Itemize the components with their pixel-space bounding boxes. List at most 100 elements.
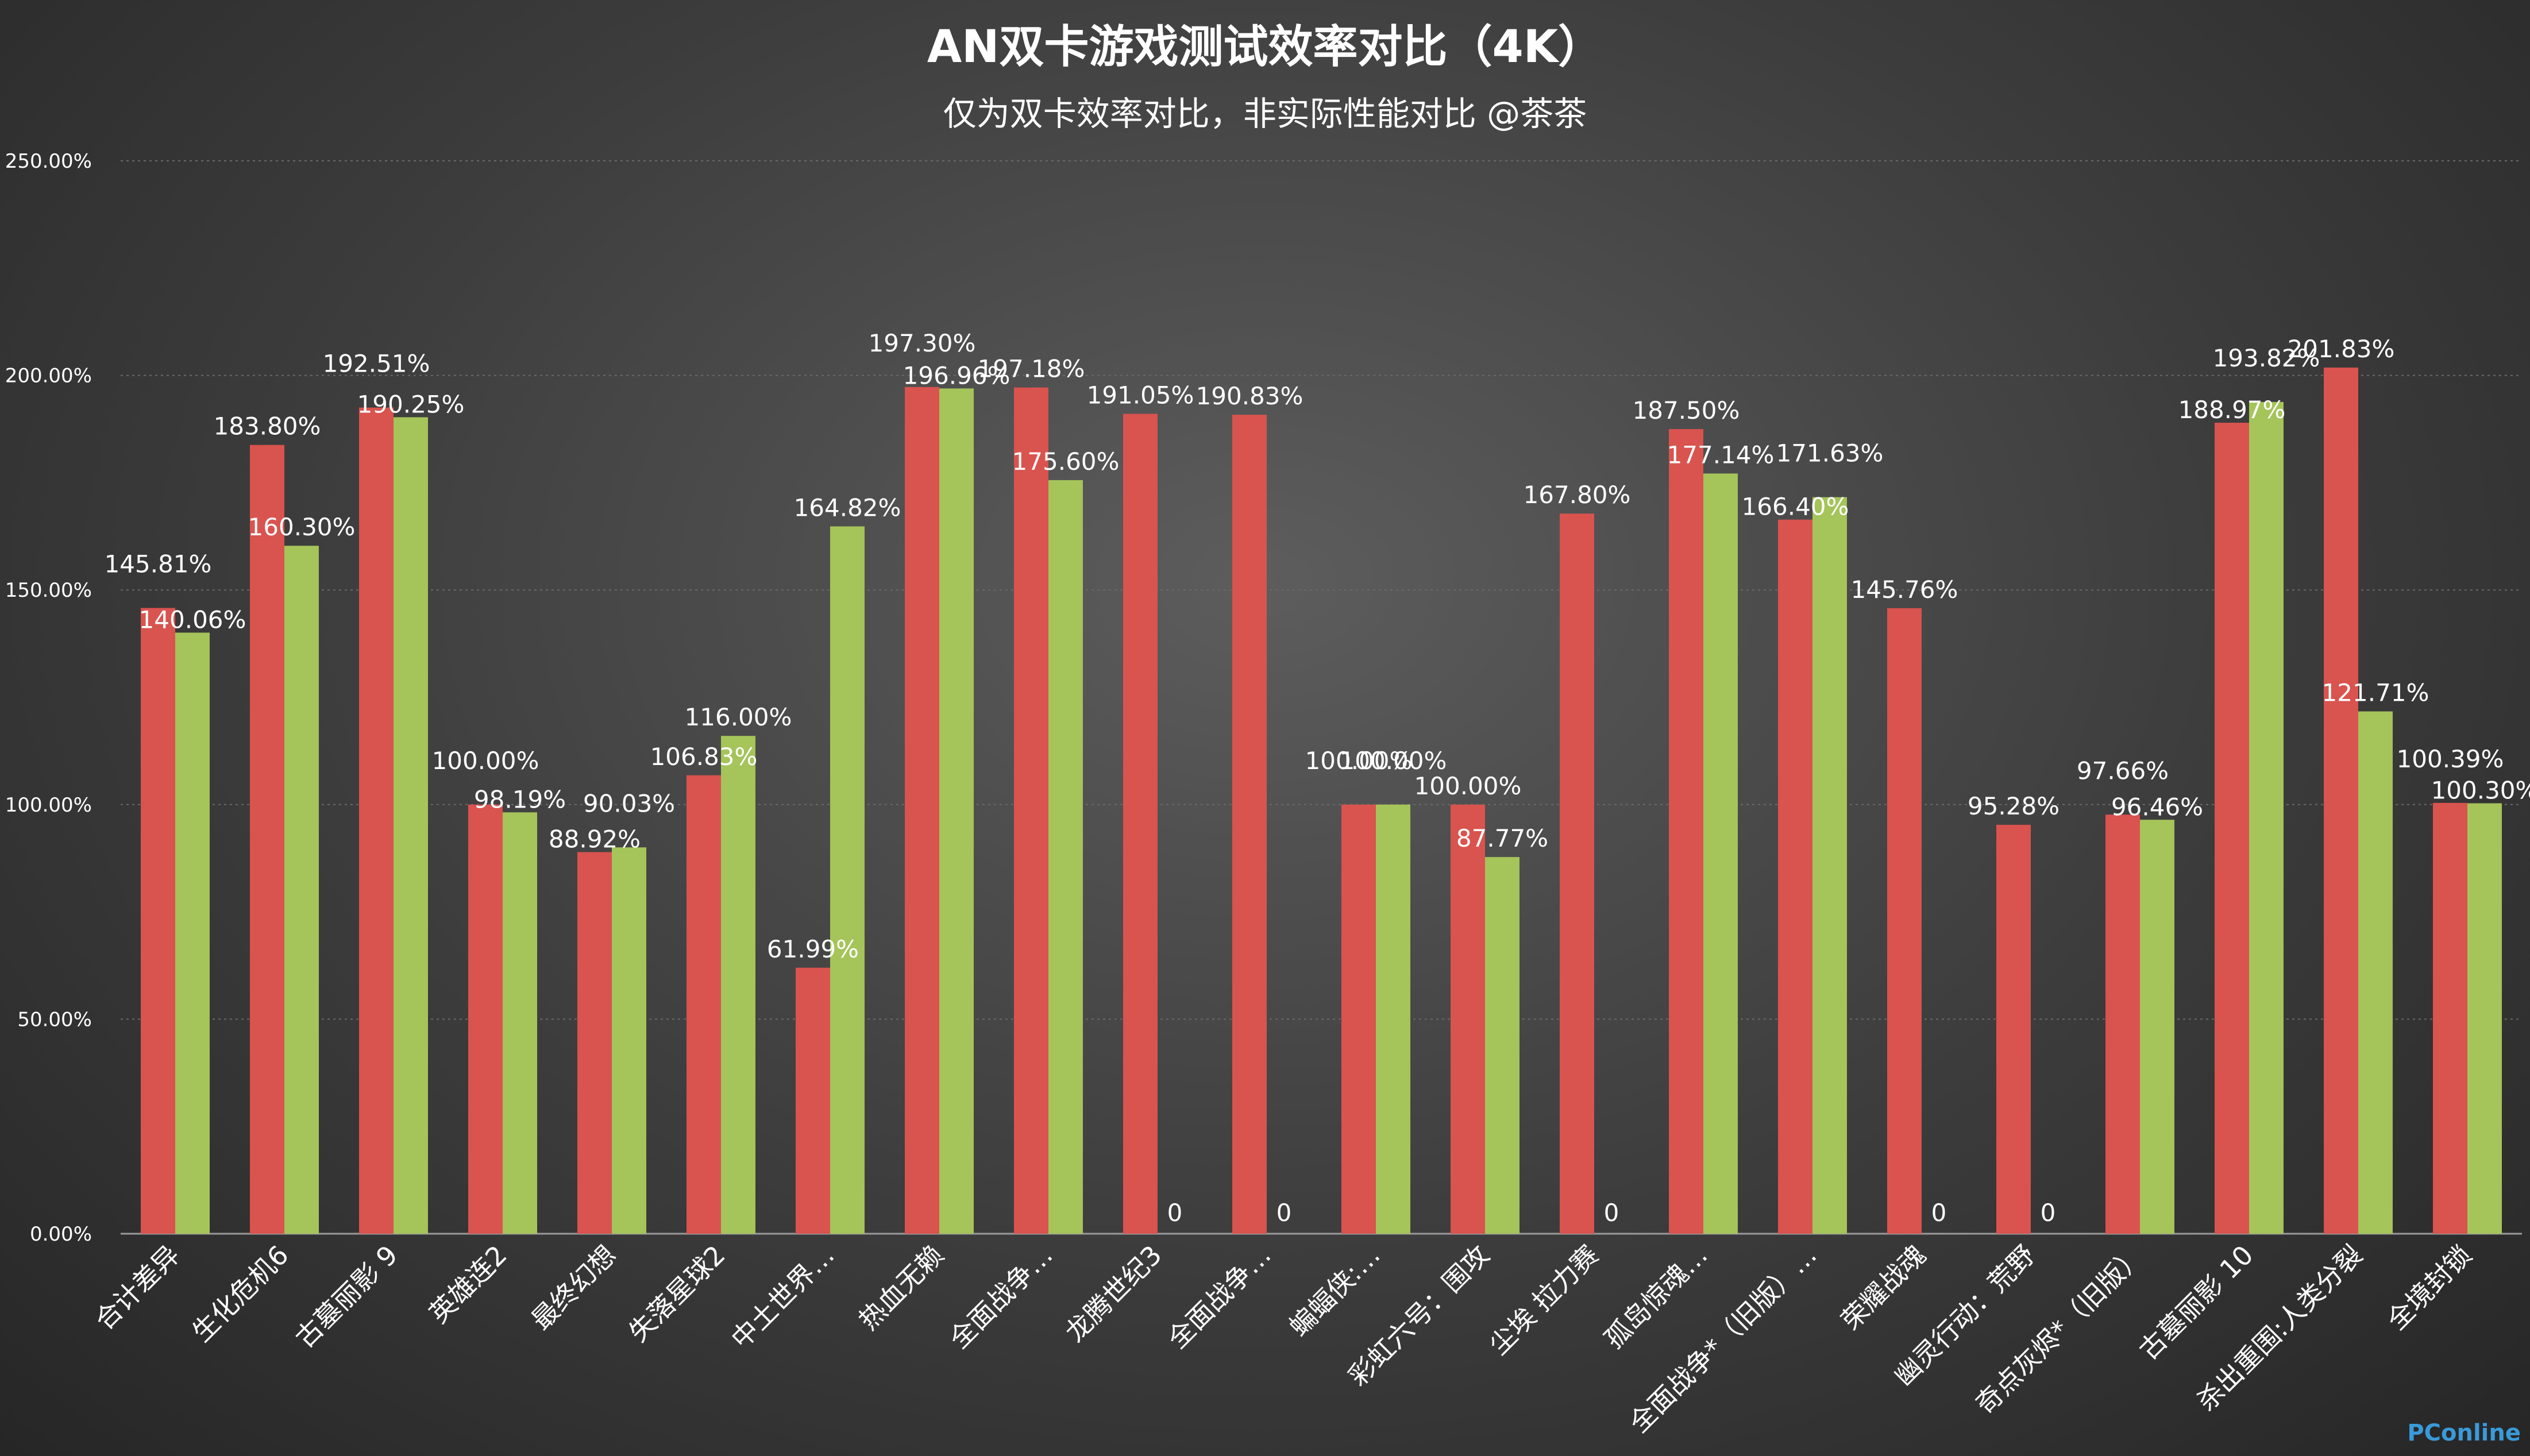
category-label: 生化危机6 <box>186 1239 295 1348</box>
category-label: 龙腾世纪3 <box>1059 1239 1168 1348</box>
bar <box>2467 803 2502 1234</box>
data-label: 0 <box>2041 1199 2056 1227</box>
data-label: 190.83% <box>1196 382 1303 410</box>
data-label: 100.30% <box>2431 777 2530 805</box>
bar <box>359 407 394 1234</box>
category-label: 孤岛惊魂… <box>1598 1239 1714 1355</box>
bar <box>1451 804 1485 1234</box>
chart-title: AN双卡游戏测试效率对比（4K） <box>927 21 1603 73</box>
data-label: 90.03% <box>583 789 675 817</box>
data-label: 106.83% <box>650 743 758 771</box>
category-label: 全面战争… <box>943 1239 1059 1355</box>
category-label: 中土世界… <box>725 1239 840 1355</box>
data-label: 190.25% <box>357 390 465 418</box>
data-label: 145.76% <box>1851 576 1958 604</box>
bar <box>1812 497 1847 1234</box>
data-label: 160.30% <box>248 513 356 541</box>
data-label: 95.28% <box>1968 792 2060 820</box>
data-label: 61.99% <box>767 935 859 963</box>
data-label: 98.19% <box>474 785 566 813</box>
bar <box>687 775 721 1234</box>
data-label: 87.77% <box>1456 824 1548 852</box>
bar <box>284 546 319 1234</box>
data-label: 188.97% <box>2178 396 2286 424</box>
y-tick-label: 200.00% <box>5 365 92 388</box>
data-label: 100.00% <box>1305 747 1413 775</box>
category-label: 英雄连2 <box>423 1239 512 1329</box>
category-label: 热血无赖 <box>853 1239 949 1336</box>
bar <box>503 812 537 1234</box>
bar <box>1123 414 1158 1234</box>
data-label: 0 <box>1276 1199 1292 1227</box>
data-label: 100.00% <box>432 747 539 775</box>
y-axis-ticks: 0.00% 50.00% 100.00% 150.00% 200.00% 250.00% <box>5 150 92 1246</box>
data-label: 164.82% <box>794 493 901 522</box>
data-label: 167.80% <box>1524 481 1631 509</box>
bar <box>796 967 830 1234</box>
bar <box>175 632 210 1234</box>
data-label: 193.82% <box>2213 344 2320 372</box>
y-tick-label: 250.00% <box>5 150 92 173</box>
bar <box>1778 519 1812 1234</box>
bar <box>2215 423 2249 1234</box>
bar <box>2249 401 2284 1234</box>
category-label: 全境封锁 <box>2381 1239 2477 1336</box>
data-label: 171.63% <box>1776 439 1884 468</box>
data-label: 177.14% <box>1667 441 1775 469</box>
bar <box>1485 857 1519 1234</box>
data-label: 166.40% <box>1742 493 1849 521</box>
bar <box>577 852 612 1234</box>
data-label: 140.06% <box>139 605 246 634</box>
bar <box>1669 429 1703 1234</box>
bar <box>1887 608 1922 1234</box>
data-label: 191.05% <box>1087 381 1194 409</box>
bar <box>141 608 175 1234</box>
category-label: 失落星球2 <box>623 1239 731 1348</box>
data-label: 197.18% <box>978 355 1085 383</box>
bar <box>905 387 939 1234</box>
bar <box>1996 825 2031 1234</box>
bar <box>2358 711 2393 1234</box>
category-label: 尘埃 拉力赛 <box>1483 1239 1605 1361</box>
bar <box>2105 814 2140 1234</box>
data-label: 96.46% <box>2111 793 2203 821</box>
data-label: 0 <box>1167 1199 1183 1227</box>
bar <box>721 736 755 1234</box>
data-label: 100.00% <box>1340 747 1447 775</box>
category-label: 蝙蝠侠:… <box>1283 1239 1386 1342</box>
category-label: 最终幻想 <box>525 1239 622 1336</box>
category-label: 全面战争… <box>1162 1239 1277 1355</box>
bar <box>1341 804 1376 1234</box>
bars <box>141 367 2502 1234</box>
data-label: 100.39% <box>2397 745 2504 773</box>
bar <box>468 804 503 1234</box>
category-label: 合计差异 <box>88 1239 185 1336</box>
bar <box>830 526 865 1234</box>
y-tick-label: 100.00% <box>5 794 92 817</box>
data-label: 0 <box>1931 1199 1947 1227</box>
data-label: 196.96% <box>903 361 1011 389</box>
bar <box>939 388 974 1234</box>
data-label: 192.51% <box>323 350 430 378</box>
bar <box>2324 367 2358 1234</box>
category-label: 全面战争*（旧版）… <box>1623 1239 1823 1439</box>
data-label: 175.60% <box>1012 447 1120 476</box>
bar <box>1376 804 1410 1234</box>
data-label: 0 <box>1604 1199 1619 1227</box>
data-labels: 145.81% 140.06% 183.80% 160.30% 192.51% 190.2… <box>105 329 2530 1227</box>
y-tick-label: 150.00% <box>5 579 92 602</box>
bar <box>1014 387 1048 1234</box>
y-tick-label: 0.00% <box>30 1223 92 1246</box>
data-label: 100.00% <box>1414 772 1522 800</box>
bar <box>1232 415 1267 1234</box>
data-label: 187.50% <box>1633 396 1740 424</box>
data-label: 197.30% <box>869 329 976 357</box>
data-label: 121.71% <box>2322 679 2429 707</box>
bar <box>250 445 284 1234</box>
chart-subtitle: 仅为双卡效率对比，非实际性能对比 @茶茶 <box>943 94 1587 133</box>
bar <box>1703 473 1738 1234</box>
category-label: 荣耀战魂 <box>1835 1239 1931 1336</box>
data-label: 116.00% <box>685 703 792 731</box>
